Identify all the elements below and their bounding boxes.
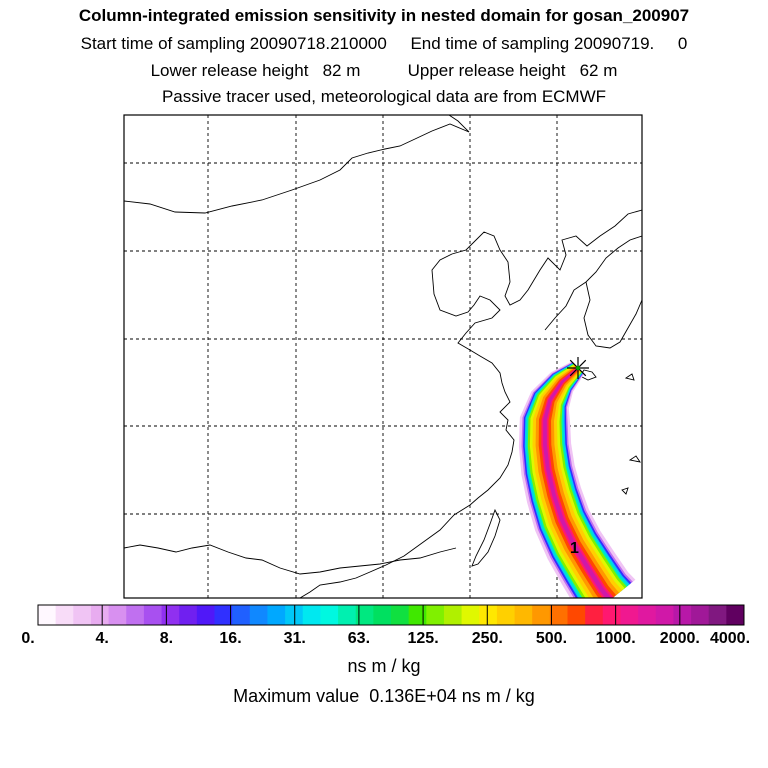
sampling-time-line: Start time of sampling 20090718.210000 E… (80, 34, 688, 53)
colorbar-cell (232, 605, 251, 625)
colorbar-cell (585, 605, 604, 625)
coast-korea-south (583, 281, 642, 349)
colorbar-tick-label: 63. (347, 630, 371, 647)
colorbar-cell (373, 605, 392, 625)
maximum-value-text: Maximum value 0.136E+04 ns m / kg (233, 686, 535, 706)
colorbar-cell (285, 605, 304, 625)
jeju-island (579, 369, 597, 381)
colorbar-cell (391, 605, 410, 625)
colorbar-units: ns m / kg (347, 656, 421, 676)
sensitivity-plume (518, 361, 636, 598)
tracer-line: Passive tracer used, meteorological data… (161, 87, 607, 106)
colorbar-cell (673, 605, 692, 625)
colorbar-cell (161, 605, 180, 625)
coast-korea-west (544, 235, 642, 331)
chart-title: Column-integrated emission sensitivity i… (78, 6, 690, 25)
border-north (124, 115, 470, 214)
small-islands (621, 373, 641, 495)
plume-contour-band (532, 364, 623, 598)
colorbar-cell (214, 605, 233, 625)
colorbar-frame (37, 604, 745, 626)
colorbar-cell (496, 605, 515, 625)
colorbar-cell (708, 605, 727, 625)
colorbar-cell (355, 605, 374, 625)
colorbar-tick-label: 8. (159, 630, 174, 647)
colorbar-cell (267, 605, 286, 625)
colorbar-cell (38, 605, 57, 625)
colorbar-cell (461, 605, 480, 625)
colorbar-cell (196, 605, 215, 625)
colorbar-cell (55, 605, 74, 625)
colorbar-cell (532, 605, 551, 625)
colorbar-cell (602, 605, 621, 625)
colorbar-cell (408, 605, 427, 625)
colorbar-cell (426, 605, 445, 625)
plume-contour-band (543, 367, 612, 598)
receptor-marker (567, 357, 589, 379)
colorbar-cell (549, 605, 568, 625)
colorbar-cell (638, 605, 657, 625)
colorbar-cell (620, 605, 639, 625)
colorbar-cell (179, 605, 198, 625)
colorbar (37, 604, 745, 626)
colorbar-tick-label: 1000. (595, 630, 636, 647)
receptor-center (575, 365, 581, 371)
colorbar-cell (108, 605, 127, 625)
plume-label: 1 (570, 540, 579, 557)
colorbar-tick-label: 4. (95, 630, 109, 647)
colorbar-cell (443, 605, 462, 625)
colorbar-cell (691, 605, 710, 625)
colorbar-tick-label: 500. (535, 630, 568, 647)
colorbar-cell (249, 605, 268, 625)
release-height-line: Lower release height 82 m Upper release … (150, 61, 618, 80)
colorbar-tick-label: 16. (219, 630, 242, 647)
colorbar-tick-label: 4000. (709, 630, 751, 647)
colorbar-cell (726, 605, 745, 625)
colorbar-cell (479, 605, 498, 625)
coastlines (124, 115, 642, 598)
colorbar-tick-label: 0. (21, 630, 35, 647)
colorbar-cell (126, 605, 145, 625)
colorbar-tick-label: 125. (407, 630, 439, 647)
colorbar-cell (90, 605, 109, 625)
colorbar-tick-label: 250. (471, 630, 503, 647)
map-frame (123, 114, 643, 599)
map-panel: 1 (37, 114, 745, 626)
colorbar-cell (73, 605, 92, 625)
colorbar-cell (567, 605, 586, 625)
colorbar-cell (338, 605, 357, 625)
colorbar-tick-label: 31. (283, 630, 306, 647)
colorbar-cell (655, 605, 674, 625)
colorbar-cell (514, 605, 533, 625)
taiwan (471, 508, 501, 567)
colorbar-tick-label: 2000. (659, 630, 700, 647)
coast-china (299, 209, 642, 598)
colorbar-cell (320, 605, 339, 625)
colorbar-cell (143, 605, 162, 625)
border-south (124, 544, 457, 575)
colorbar-cell (302, 605, 321, 625)
